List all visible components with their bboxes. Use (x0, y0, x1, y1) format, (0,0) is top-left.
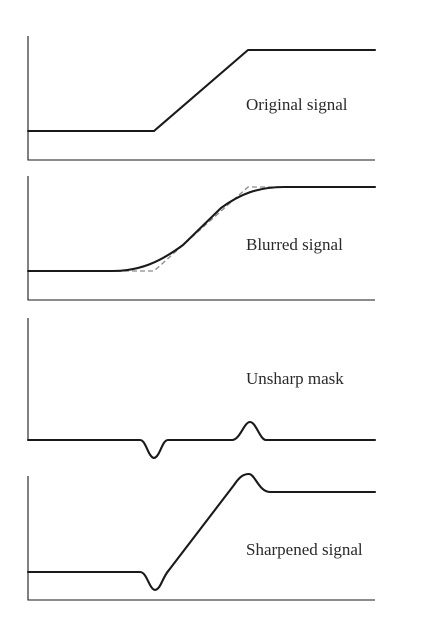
blurred-signal-curve (26, 185, 377, 273)
panel-unsharp-label: Unsharp mask (246, 369, 344, 388)
panel-original: Original signal (26, 36, 377, 161)
panel-blurred-label: Blurred signal (246, 235, 343, 254)
panel-sharpened-label: Sharpened signal (246, 540, 363, 559)
panel-unsharp: Unsharp mask (26, 318, 377, 460)
sharpened-signal-curve (26, 472, 377, 592)
blurred-reference-dashed-curve (28, 186, 375, 272)
panel-sharpened-axes (27, 476, 375, 601)
panel-blurred: Blurred signal (26, 176, 377, 301)
panel-original-axes (27, 36, 375, 161)
panel-sharpened: Sharpened signal (26, 472, 377, 601)
unsharp-mask-curve (26, 420, 377, 460)
panel-blurred-axes (27, 176, 375, 301)
panel-original-label: Original signal (246, 95, 348, 114)
original-signal-curve (26, 48, 377, 133)
